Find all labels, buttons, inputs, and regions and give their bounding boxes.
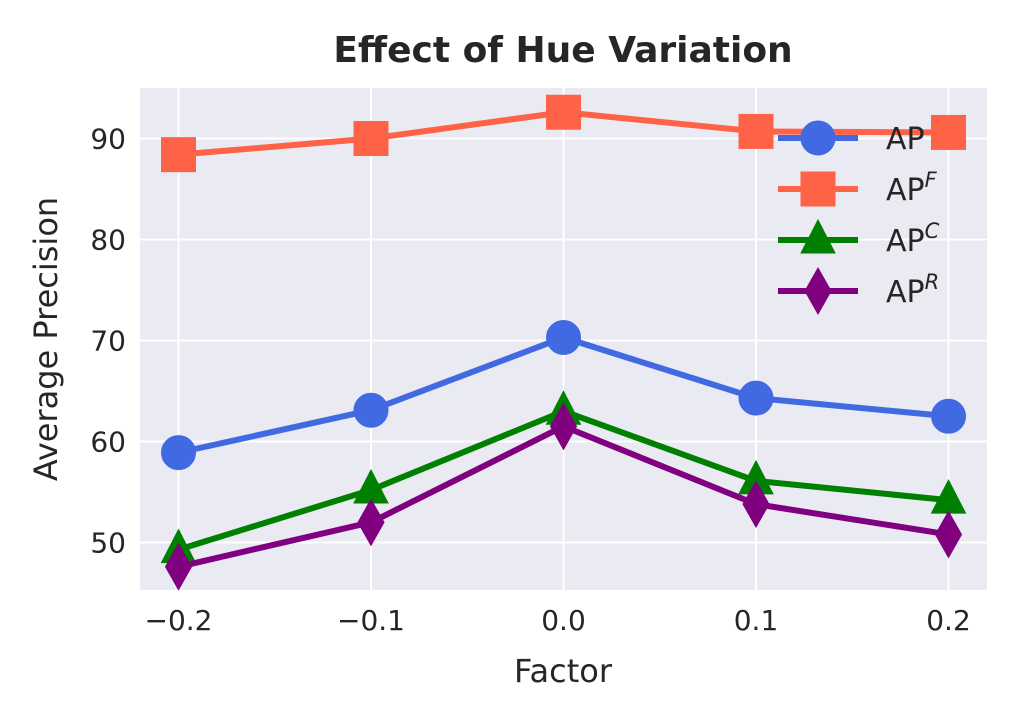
data-point — [546, 319, 581, 355]
data-point — [738, 380, 774, 416]
chart-title: Effect of Hue Variation — [333, 30, 792, 71]
legend-entry-3: APR — [778, 266, 939, 316]
data-point — [742, 480, 770, 529]
y-tick-label: 60 — [90, 426, 126, 459]
series-layer — [160, 94, 967, 591]
legend-marker — [800, 120, 836, 156]
data-point — [353, 392, 389, 428]
legend: AP APF APC APR — [778, 120, 940, 316]
x-tick-label: −0.2 — [145, 604, 213, 637]
data-point — [357, 498, 385, 547]
y-tick-label: 50 — [90, 527, 126, 560]
legend-entry-1: APF — [778, 168, 938, 208]
legend-entry-2: APC — [778, 218, 940, 259]
x-tick-label: 0.1 — [734, 604, 779, 637]
data-point — [738, 113, 774, 149]
data-point — [931, 114, 966, 150]
y-tick-label: 70 — [90, 325, 126, 358]
y-axis-label: Average Precision — [27, 197, 65, 481]
data-point — [164, 542, 193, 591]
legend-marker — [800, 171, 836, 207]
x-axis-label: Factor — [514, 652, 613, 690]
data-point — [161, 435, 196, 471]
series-0 — [161, 319, 966, 471]
x-tick-label: 0.0 — [541, 604, 586, 637]
y-tick-labels: 50 60 70 80 90 — [90, 123, 126, 560]
data-point — [934, 510, 963, 559]
data-point — [353, 121, 389, 157]
y-tick-label: 90 — [90, 123, 126, 156]
x-tick-label: 0.2 — [926, 604, 971, 637]
y-tick-label: 80 — [90, 224, 126, 257]
legend-label: AP — [886, 122, 925, 157]
data-point — [161, 137, 196, 173]
data-point — [546, 94, 581, 130]
legend-marker — [800, 218, 836, 254]
legend-label: APR — [886, 270, 939, 310]
x-tick-label: −0.1 — [337, 604, 405, 637]
legend-label: APC — [886, 219, 940, 259]
x-tick-labels: −0.2 −0.1 0.0 0.1 0.2 — [145, 604, 971, 637]
series-3 — [164, 402, 963, 591]
data-point — [549, 402, 578, 451]
data-point — [931, 398, 966, 434]
legend-marker — [804, 266, 832, 316]
legend-entry-0: AP — [778, 120, 925, 157]
legend-label: APF — [886, 168, 938, 208]
